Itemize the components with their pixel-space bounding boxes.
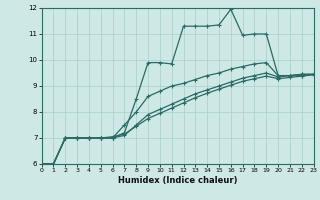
X-axis label: Humidex (Indice chaleur): Humidex (Indice chaleur) <box>118 176 237 185</box>
